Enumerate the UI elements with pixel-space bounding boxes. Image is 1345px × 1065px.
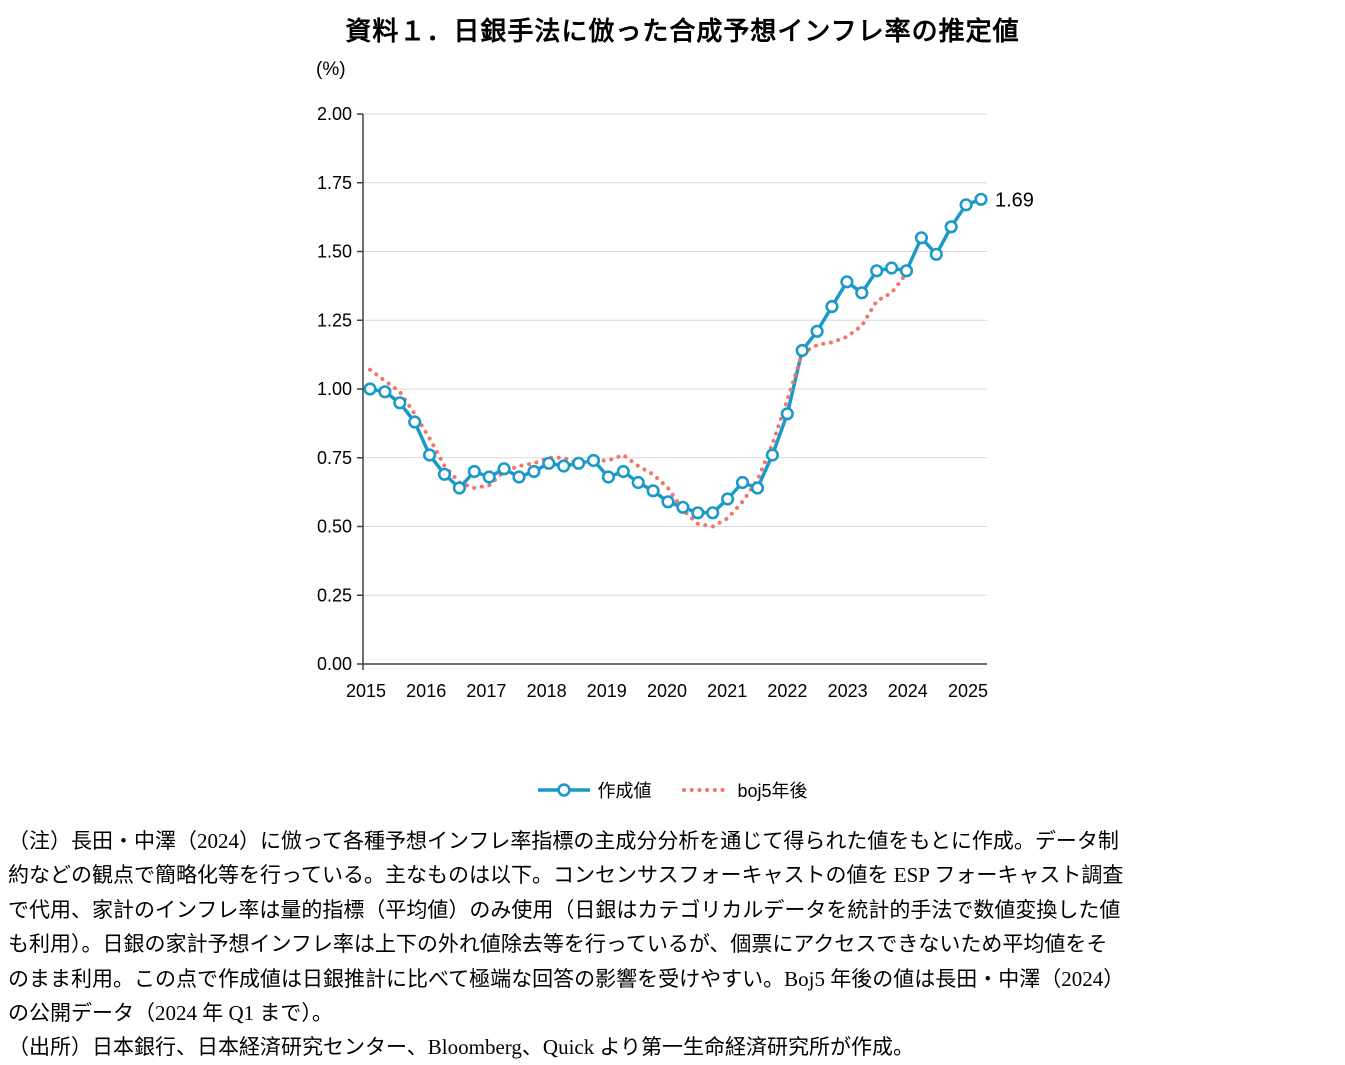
data-point-marker [542, 456, 556, 470]
note-line: のまま利用。この点で作成値は日銀推計に比べて極端な回答の影響を受けやすい。Boj… [8, 966, 1125, 991]
data-point-marker [437, 467, 452, 481]
data-point-marker [452, 481, 467, 495]
end-value-label: 1.69 [995, 189, 1034, 211]
data-point-marker [378, 385, 392, 399]
legend-circle-marker-sample [557, 783, 572, 797]
notes-block: （注）長田・中澤（2024）に倣って各種予想インフレ率指標の主成分分析を通じて得… [8, 824, 1343, 1065]
y-axis-label: 0.75 [317, 448, 352, 468]
data-point-marker [482, 470, 496, 484]
data-point-marker [527, 464, 541, 479]
data-point-marker [914, 231, 929, 245]
y-axis-label: 0.50 [317, 517, 352, 537]
x-axis-label: 2021 [707, 681, 747, 701]
data-point-marker [646, 484, 660, 498]
y-axis-unit-label: (%) [316, 59, 346, 80]
data-point-marker [676, 500, 690, 514]
note-line: （注）長田・中澤（2024）に倣って各種予想インフレ率指標の主成分分析を通じて得… [8, 829, 1119, 853]
note-line: で代用、家計のインフレ率は量的指標（平均値）のみ使用（日銀はカテゴリカルデータを… [8, 897, 1121, 922]
x-axis-label: 2018 [527, 681, 567, 701]
data-point-marker [855, 286, 869, 300]
x-axis-label: 2025 [948, 681, 988, 701]
legend-dotted-swatch [682, 788, 732, 792]
x-axis-label: 2015 [346, 681, 386, 701]
data-point-marker [750, 481, 765, 495]
legend-item-boj5y: boj5年後 [681, 777, 808, 803]
data-point-marker [467, 464, 481, 479]
data-point-marker [571, 456, 586, 470]
y-axis-label: 0.00 [317, 654, 352, 674]
data-point-marker [974, 192, 988, 206]
data-point-marker [735, 475, 750, 490]
data-point-marker [944, 220, 958, 234]
data-point-marker [810, 324, 824, 338]
legend-label-boj5y: boj5年後 [737, 781, 808, 801]
data-point-marker [780, 407, 794, 421]
data-point-marker [884, 261, 899, 275]
y-axis-label: 1.50 [317, 242, 352, 262]
source-line: （出所）日本銀行、日本経済研究センター、Bloomberg、Quick より第一… [8, 1035, 915, 1060]
data-point-marker [691, 506, 705, 520]
chart-title: 資料１．日銀手法に倣った合成予想インフレ率の推定値 [345, 16, 1020, 46]
y-axis-label: 1.00 [317, 379, 352, 399]
x-axis-label: 2020 [647, 681, 687, 701]
y-axis-label: 2.00 [317, 104, 352, 124]
chart-legend: 作成値 boj5年後 [0, 777, 1345, 803]
x-axis-label: 2017 [466, 681, 506, 701]
x-axis-label: 2019 [587, 681, 627, 701]
line-chart: 0.00 0.25 0.50 0.75 1.00 1.25 1.50 1.75 2.00 2015… [317, 104, 1034, 701]
data-point-marker [408, 415, 422, 429]
x-axis-label: 2023 [828, 681, 868, 701]
y-axis-label: 1.75 [317, 173, 352, 193]
x-axis-label: 2024 [888, 681, 928, 701]
data-point-marker [840, 275, 854, 289]
data-point-marker [720, 492, 735, 506]
data-point-marker [899, 264, 914, 278]
data-point-marker [795, 343, 809, 358]
data-point-marker [497, 462, 511, 476]
y-axis-label: 1.25 [317, 310, 352, 330]
data-point-marker [929, 247, 943, 261]
data-point-marker [825, 299, 839, 314]
data-point-marker [870, 264, 884, 278]
data-point-marker [765, 448, 780, 462]
data-point-marker [706, 506, 720, 520]
note-line: も利用）。日銀の家計予想インフレ率は上下の外れ値除去等を行っているが、個票にアク… [8, 932, 1108, 957]
data-point-marker [616, 464, 630, 479]
data-point-marker [512, 470, 526, 484]
data-point-marker [631, 475, 645, 490]
legend-item-sakuseichi: 作成値 [537, 777, 651, 803]
data-point-marker [393, 396, 407, 410]
data-point-marker [423, 448, 437, 462]
data-point-marker [586, 453, 601, 468]
legend-line-marker-swatch [538, 783, 591, 797]
note-line: 約などの観点で簡略化等を行っている。主なものは以下。コンセンサスフォーキャストの… [8, 863, 1124, 888]
series-sakuseichi-line [369, 197, 982, 515]
data-point-marker [557, 459, 571, 473]
y-axis-label: 0.25 [317, 585, 352, 605]
data-point-marker [601, 470, 616, 484]
x-axis-label: 2016 [406, 681, 446, 701]
data-point-marker [959, 198, 973, 212]
data-point-marker [661, 495, 675, 509]
legend-label-sakuseichi: 作成値 [597, 781, 652, 801]
data-point-marker [363, 382, 377, 396]
note-line: の公開データ（2024 年 Q1 まで）。 [8, 1001, 333, 1026]
x-axis-label: 2022 [767, 681, 807, 701]
